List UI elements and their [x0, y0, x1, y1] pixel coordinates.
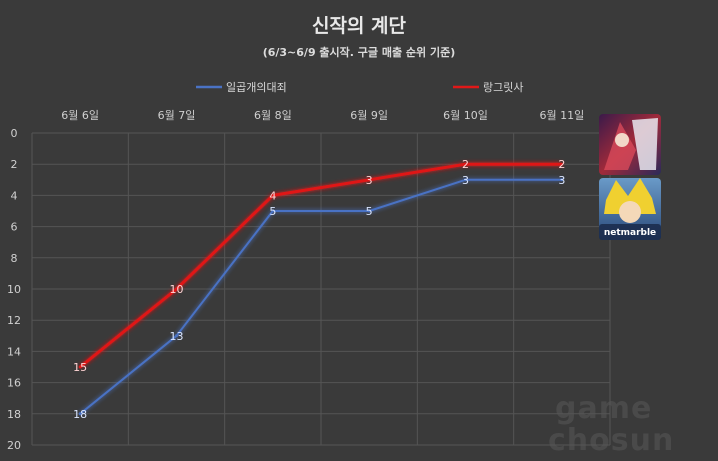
chart-subtitle: (6/3~6/9 출시작. 구글 매출 순위 기준): [263, 45, 456, 59]
data-label: 18: [73, 408, 87, 421]
data-point: [175, 287, 178, 291]
x-tick-label: 6월 10일: [443, 108, 488, 122]
x-tick-label: 6월 9일: [350, 108, 388, 122]
data-labels: 18 13 5 5 3 3 15 10 4 3 2 2: [73, 158, 565, 421]
data-point: [78, 412, 82, 416]
legend-label-series-2: 랑그릿사: [483, 81, 523, 94]
y-tick-label: 6: [11, 221, 18, 234]
data-point: [78, 365, 82, 369]
x-tick-label: 6월 8일: [254, 108, 292, 122]
data-point: [271, 209, 275, 213]
y-tick-label: 12: [7, 314, 21, 327]
data-label: 3: [366, 174, 373, 187]
data-label: 2: [462, 158, 469, 171]
legend: 일곱개의대죄 랑그릿사: [196, 80, 523, 94]
y-tick-label: 16: [7, 377, 21, 390]
y-tick-label: 0: [11, 127, 18, 140]
y-tick-label: 10: [7, 283, 21, 296]
data-label: 2: [558, 158, 565, 171]
data-label: 3: [462, 174, 469, 187]
data-point: [464, 162, 467, 166]
data-point: [367, 178, 371, 182]
watermark-line2: chosun: [548, 423, 674, 458]
data-label: 4: [269, 189, 276, 202]
data-point: [367, 209, 371, 213]
series-line-1: [79, 178, 562, 415]
y-tick-label: 20: [7, 439, 21, 452]
series-line-2: [79, 162, 562, 369]
data-point: [560, 162, 564, 166]
data-point: [175, 334, 178, 338]
data-point: [560, 178, 564, 182]
watermark-line1: game: [555, 391, 652, 426]
data-label: 3: [558, 174, 565, 187]
data-label: 5: [366, 205, 373, 218]
data-label: 13: [170, 330, 184, 343]
data-label: 15: [73, 361, 87, 374]
x-axis-ticks: 6월 6일 6월 7일 6월 8일 6월 9일 6월 10일 6월 11일: [61, 108, 584, 122]
x-tick-label: 6월 11일: [539, 108, 584, 122]
y-tick-label: 4: [11, 189, 18, 202]
series-lines: [78, 162, 564, 416]
data-label: 10: [170, 283, 184, 296]
chart-title: 신작의 계단: [312, 15, 407, 37]
y-tick-label: 8: [11, 252, 18, 265]
legend-label-series-1: 일곱개의대죄: [226, 80, 287, 94]
data-label: 5: [269, 205, 276, 218]
seven-deadly-sins-icon: netmarble: [599, 178, 661, 240]
langrisser-icon: [599, 114, 661, 175]
y-tick-label: 18: [7, 408, 21, 421]
data-point: [271, 193, 275, 197]
x-tick-label: 6월 7일: [158, 108, 196, 122]
y-tick-label: 2: [11, 158, 18, 171]
y-axis-ticks: 0 2 4 6 8 10 12 14 16 18 20: [7, 127, 21, 452]
data-point: [464, 178, 467, 182]
x-tick-label: 6월 6일: [61, 108, 99, 122]
netmarble-text: netmarble: [604, 228, 656, 238]
y-tick-label: 14: [7, 345, 21, 358]
